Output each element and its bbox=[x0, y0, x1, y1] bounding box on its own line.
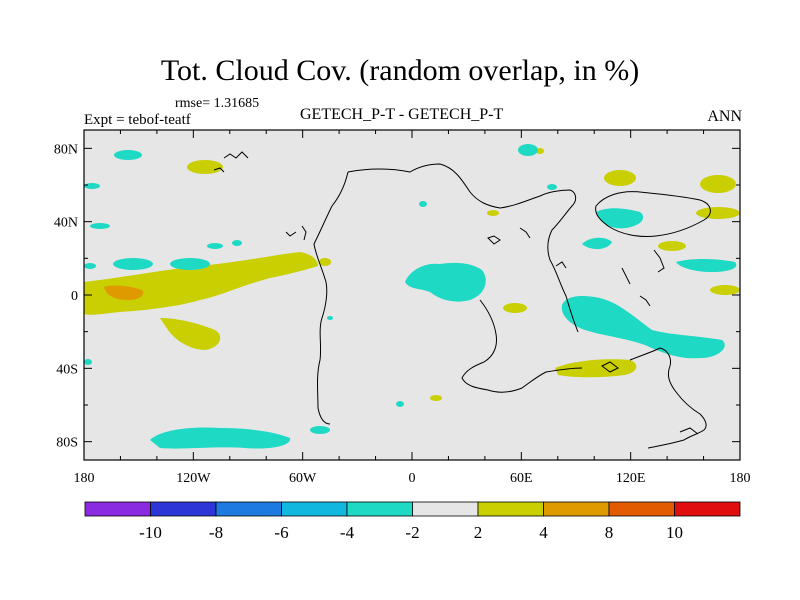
island-arc-4 bbox=[223, 151, 249, 159]
lon-tick-label: 120E bbox=[616, 471, 646, 486]
positive-patch bbox=[487, 210, 499, 216]
negative-patch bbox=[310, 426, 330, 434]
lat-tick-label: 40S bbox=[56, 362, 78, 377]
latitude-ticks: 80N 40N 0 40S 80S bbox=[54, 142, 740, 451]
lon-tick-label: 180 bbox=[730, 471, 751, 486]
island-arc-6 bbox=[285, 231, 297, 237]
colorbar-swatch bbox=[215, 501, 282, 517]
colorbar-swatch bbox=[543, 501, 610, 517]
colorbar-swatch bbox=[608, 501, 675, 517]
rmse-label: rmse= 1.31685 bbox=[175, 96, 260, 111]
colorbar-label: -6 bbox=[274, 523, 288, 542]
island-arc-2 bbox=[487, 235, 501, 245]
pacific-positive-band bbox=[84, 252, 318, 315]
island-arc-11 bbox=[621, 267, 631, 285]
paleo-coastlines bbox=[213, 151, 711, 449]
island-arc-12 bbox=[639, 295, 651, 307]
laurasia-coastline bbox=[347, 163, 579, 333]
asia-negative-2 bbox=[582, 237, 612, 250]
positive-patch bbox=[696, 207, 740, 219]
colorbar-label: 8 bbox=[605, 523, 614, 542]
colorbar-swatch bbox=[412, 501, 479, 517]
positive-patch bbox=[503, 303, 527, 313]
colorbar-swatch bbox=[84, 501, 151, 517]
siberia-coastline bbox=[595, 191, 711, 237]
negative-patch bbox=[84, 183, 100, 189]
island-arc-3 bbox=[653, 249, 665, 273]
atlantic-africa-negative bbox=[405, 262, 486, 302]
negative-patch bbox=[90, 223, 110, 229]
experiment-label: Expt = tebof-teatf bbox=[84, 112, 191, 128]
colorbar-label: -8 bbox=[209, 523, 223, 542]
island-arc-5 bbox=[213, 167, 225, 173]
island-arc-9 bbox=[679, 427, 699, 435]
gondwana-coastline bbox=[461, 299, 583, 393]
colorbar-label: -10 bbox=[139, 523, 162, 542]
lon-tick-label: 120W bbox=[176, 471, 211, 486]
lon-tick-label: 60E bbox=[510, 471, 533, 486]
southeast-coastline bbox=[629, 347, 707, 449]
negative-patch bbox=[232, 240, 242, 246]
colorbar-label: 2 bbox=[474, 523, 483, 542]
colorbar-swatch bbox=[150, 501, 217, 517]
colorbar-swatch bbox=[674, 501, 741, 517]
pacific-positive-south bbox=[160, 318, 221, 350]
lat-tick-label: 40N bbox=[54, 216, 78, 231]
lon-tick-label: 0 bbox=[409, 471, 416, 486]
negative-patch bbox=[547, 184, 557, 190]
colorbar-label: -4 bbox=[340, 523, 355, 542]
southern-ocean-negative bbox=[150, 427, 291, 449]
island-arc-8 bbox=[601, 361, 619, 373]
pacific-east-negative bbox=[676, 259, 737, 272]
lon-tick-label: 180 bbox=[74, 471, 95, 486]
positive-patch bbox=[187, 160, 223, 174]
lat-tick-label: 80S bbox=[56, 436, 78, 451]
negative-patch bbox=[114, 150, 142, 160]
colorbar-label: -2 bbox=[405, 523, 419, 542]
island-arc-10 bbox=[555, 261, 567, 269]
colorbar-labels: -10 -8 -6 -4 -2 2 4 8 10 bbox=[139, 523, 683, 542]
indian-ocean-negative bbox=[561, 296, 725, 359]
longitude-ticks: 180 120W 60W 0 60E 120E 180 bbox=[74, 130, 751, 486]
negative-patch bbox=[113, 258, 153, 270]
east-asia-negative bbox=[596, 208, 644, 229]
positive-patch bbox=[430, 395, 442, 401]
plot-title: Tot. Cloud Cov. (random overlap, in %) bbox=[160, 54, 640, 87]
anomaly-fields bbox=[84, 144, 740, 449]
positive-patch bbox=[319, 258, 331, 266]
colorbar-swatch bbox=[281, 501, 348, 517]
colorbar-label: 10 bbox=[666, 523, 683, 542]
negative-patch bbox=[518, 144, 538, 156]
colorbar-swatch bbox=[346, 501, 413, 517]
negative-patch bbox=[207, 243, 223, 249]
positive-patch bbox=[700, 175, 736, 193]
comparison-subtitle: GETECH_P-T - GETECH_P-T bbox=[300, 106, 504, 123]
island-arc-1 bbox=[519, 227, 531, 239]
pacific-orange-core bbox=[104, 285, 144, 300]
lat-tick-label: 0 bbox=[71, 289, 78, 304]
south-indian-positive bbox=[555, 359, 637, 378]
lat-tick-label: 80N bbox=[54, 142, 78, 157]
positive-patch bbox=[658, 241, 686, 251]
negative-patch bbox=[84, 359, 92, 365]
period-label: ANN bbox=[707, 108, 742, 125]
negative-patch bbox=[170, 258, 210, 270]
negative-patch bbox=[396, 401, 404, 407]
negative-patch bbox=[419, 201, 427, 207]
positive-patch bbox=[604, 170, 636, 186]
positive-patch bbox=[710, 285, 740, 295]
negative-patch bbox=[327, 316, 333, 320]
lon-tick-label: 60W bbox=[289, 471, 317, 486]
colorbar-label: 4 bbox=[539, 523, 548, 542]
americas-coastline bbox=[313, 171, 349, 425]
negative-patch bbox=[84, 263, 96, 269]
positive-patch bbox=[536, 148, 544, 154]
colorbar bbox=[84, 501, 741, 517]
island-arc-7 bbox=[301, 225, 307, 241]
colorbar-swatch bbox=[477, 501, 544, 517]
